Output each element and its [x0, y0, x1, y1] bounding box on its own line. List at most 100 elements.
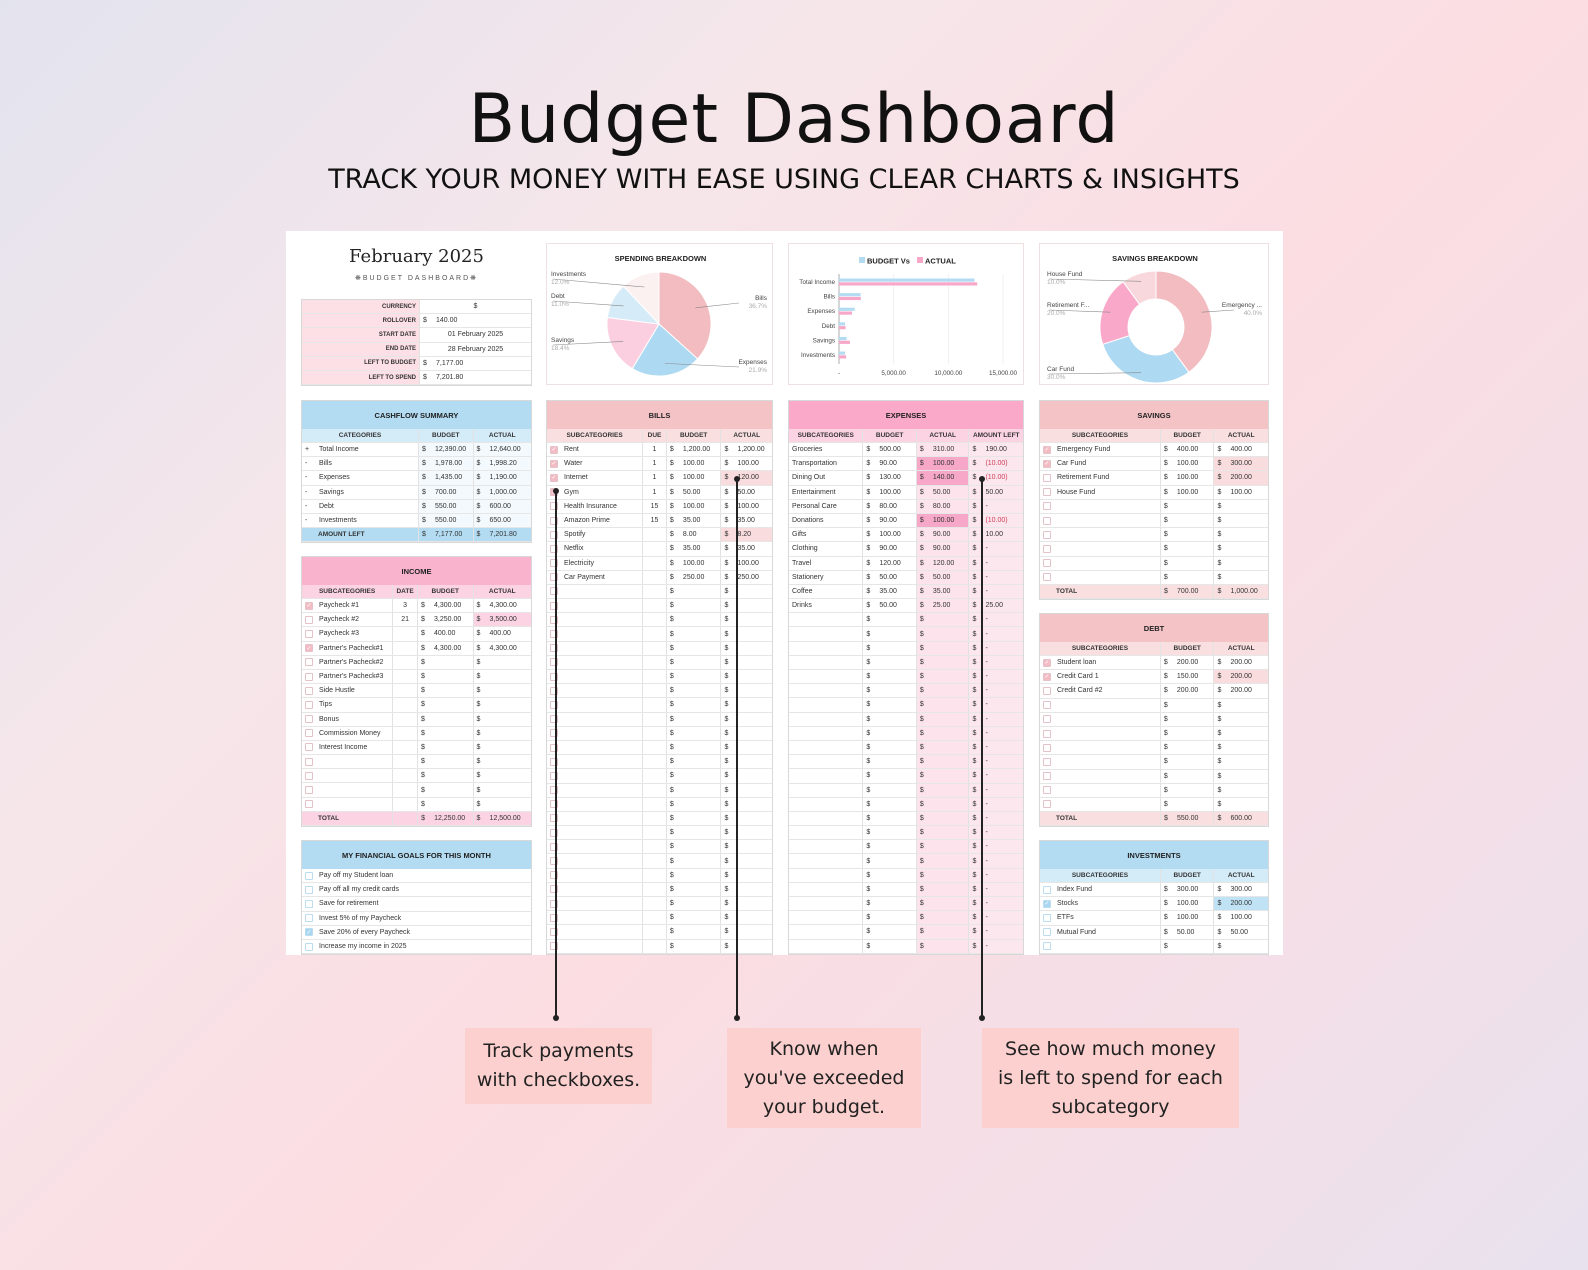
checkbox[interactable] — [305, 629, 313, 638]
table-cell[interactable]: $ — [721, 613, 772, 626]
table-cell[interactable] — [643, 911, 667, 925]
table-cell[interactable]: Netflix — [547, 542, 644, 556]
table-cell[interactable] — [547, 655, 644, 669]
checkbox[interactable] — [550, 757, 558, 766]
table-cell[interactable]: 1 — [643, 443, 667, 457]
table-cell[interactable]: $ — [721, 911, 772, 924]
table-cell[interactable]: $ — [667, 599, 722, 613]
table-cell[interactable]: $250.00 — [721, 571, 772, 584]
table-cell[interactable]: Gifts — [789, 528, 864, 542]
table-cell[interactable] — [547, 840, 644, 854]
table-cell[interactable]: $100.00 — [1161, 457, 1215, 471]
table-cell[interactable]: $90.00 — [863, 542, 917, 556]
table-cell[interactable] — [789, 882, 864, 896]
table-cell[interactable]: $ — [418, 669, 474, 684]
table-cell[interactable]: Stationery — [789, 570, 864, 584]
table-cell[interactable]: $ — [916, 868, 970, 882]
table-cell[interactable]: $ — [418, 783, 474, 797]
table-cell[interactable]: $ — [474, 698, 531, 711]
table-cell[interactable]: $1,998.20 — [473, 457, 531, 471]
table-cell[interactable]: ✓ Emergency Fund — [1040, 443, 1161, 457]
checkbox[interactable] — [305, 658, 313, 667]
table-cell[interactable]: $ (10.00) — [969, 513, 1023, 528]
table-cell[interactable]: $50.00 — [916, 485, 970, 499]
table-cell[interactable]: $ — [916, 840, 970, 854]
checkbox[interactable]: ✓ — [550, 445, 558, 454]
table-cell[interactable]: $ — [1161, 570, 1215, 584]
table-cell[interactable] — [643, 840, 667, 854]
checkbox[interactable] — [305, 686, 313, 695]
table-cell[interactable]: $ — [1161, 939, 1215, 953]
checkbox[interactable] — [1043, 559, 1051, 568]
table-cell[interactable] — [547, 826, 644, 840]
table-cell[interactable]: Car Payment — [547, 570, 644, 584]
table-cell[interactable]: $ — [667, 740, 722, 755]
table-cell[interactable] — [1040, 528, 1161, 542]
table-cell[interactable]: $ — [863, 897, 917, 911]
table-cell[interactable] — [789, 783, 864, 797]
table-cell[interactable] — [1040, 556, 1161, 570]
table-cell[interactable]: $90.00 — [916, 528, 970, 542]
table-cell[interactable] — [789, 868, 864, 882]
table-cell[interactable]: ✓ Water — [547, 457, 644, 471]
checkbox[interactable] — [550, 644, 558, 653]
table-cell[interactable] — [789, 925, 864, 939]
table-cell[interactable]: $ — [667, 783, 722, 797]
table-cell[interactable] — [789, 670, 864, 684]
table-cell[interactable]: $ — [721, 798, 772, 811]
table-cell[interactable]: $400.00 — [1161, 443, 1215, 457]
table-cell[interactable]: $700.00 — [418, 485, 474, 499]
table-cell[interactable]: $ - — [969, 499, 1023, 513]
setting-value[interactable]: $7,177.00 — [420, 357, 531, 370]
checkbox[interactable] — [1043, 729, 1051, 738]
table-cell[interactable]: $ - — [969, 783, 1023, 797]
table-cell[interactable]: $ — [667, 670, 722, 684]
checkbox[interactable] — [1043, 516, 1051, 525]
table-cell[interactable]: $ — [667, 882, 722, 896]
table-cell[interactable]: $ — [916, 882, 970, 896]
table-cell[interactable] — [643, 740, 667, 755]
table-cell[interactable] — [302, 783, 394, 797]
table-cell[interactable]: $ — [418, 712, 474, 726]
checkbox[interactable] — [305, 672, 313, 681]
table-cell[interactable] — [393, 627, 418, 641]
table-cell[interactable]: $ — [863, 627, 917, 641]
table-cell[interactable]: Travel — [789, 556, 864, 570]
table-cell[interactable]: $ — [667, 925, 722, 939]
checkbox[interactable] — [305, 885, 313, 894]
table-cell[interactable]: $1,200.00 — [667, 443, 722, 457]
table-cell[interactable]: $100.00 — [1161, 485, 1215, 499]
table-cell[interactable]: $25.00 — [916, 599, 970, 613]
table-cell[interactable]: Partner's Pacheck#3 — [302, 669, 394, 684]
table-cell[interactable]: $200.00 — [1214, 656, 1268, 669]
checkbox[interactable] — [1043, 772, 1051, 781]
table-cell[interactable] — [643, 755, 667, 769]
table-cell[interactable]: $ - — [969, 882, 1023, 896]
table-cell[interactable] — [643, 897, 667, 911]
table-cell[interactable]: $ — [667, 854, 722, 868]
table-cell[interactable]: $ — [667, 897, 722, 911]
table-cell[interactable]: ✓ Rent — [547, 443, 644, 457]
table-cell[interactable] — [789, 769, 864, 783]
checkbox[interactable]: ✓ — [1043, 459, 1051, 468]
table-cell[interactable]: $ — [863, 925, 917, 939]
table-cell[interactable] — [393, 669, 418, 684]
table-cell[interactable]: $100.00 — [721, 457, 772, 470]
table-cell[interactable]: $200.00 — [1161, 684, 1215, 698]
checkbox[interactable] — [550, 743, 558, 752]
table-cell[interactable]: $ — [1214, 940, 1268, 953]
table-cell[interactable] — [643, 797, 667, 811]
table-cell[interactable]: Paycheck #3 — [302, 627, 394, 641]
table-cell[interactable]: $550.00 — [418, 513, 474, 528]
setting-value[interactable]: 28 February 2025 — [420, 343, 531, 356]
table-cell[interactable] — [1040, 513, 1161, 528]
table-cell[interactable]: Commission Money — [302, 726, 394, 740]
table-cell[interactable] — [547, 939, 644, 953]
checkbox[interactable]: ✓ — [1043, 672, 1051, 681]
table-cell[interactable]: ETFs — [1040, 911, 1161, 925]
table-cell[interactable]: $ — [916, 627, 970, 641]
table-cell[interactable]: $1,190.00 — [473, 471, 531, 485]
table-cell[interactable]: $ — [863, 826, 917, 840]
table-cell[interactable]: $ - — [969, 627, 1023, 641]
table-cell[interactable]: $ — [721, 670, 772, 683]
